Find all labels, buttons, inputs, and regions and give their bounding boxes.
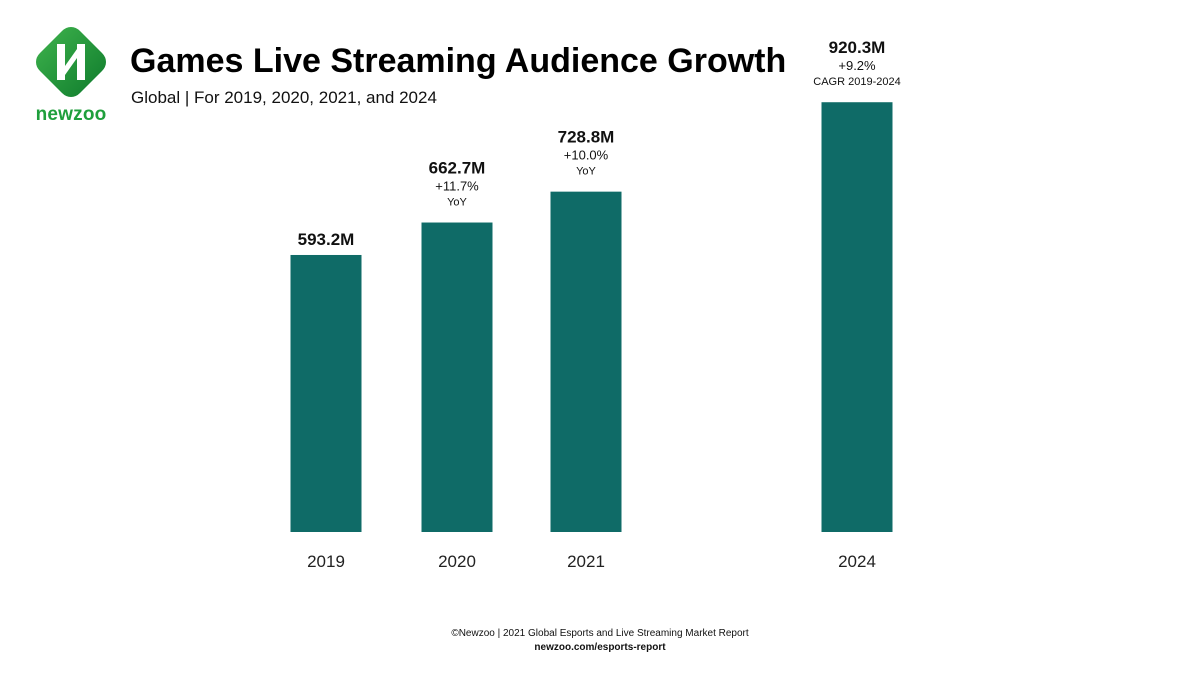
x-tick-label-2021: 2021 <box>567 552 605 571</box>
growth-note-2024: CAGR 2019-2024 <box>813 76 900 88</box>
page-title: Games Live Streaming Audience Growth <box>130 42 787 80</box>
x-tick-label-2024: 2024 <box>838 552 876 571</box>
footer: ©Newzoo | 2021 Global Esports and Live S… <box>0 627 1200 655</box>
bar-2024 <box>821 102 893 532</box>
x-tick-label-2020: 2020 <box>438 552 476 571</box>
value-label-2024: 920.3M <box>829 38 886 57</box>
growth-label-2020: +11.7% <box>435 179 479 194</box>
footer-url[interactable]: newzoo.com/esports-report <box>534 642 666 653</box>
x-tick-label-2019: 2019 <box>307 552 345 571</box>
bar-2019 <box>290 254 362 533</box>
growth-label-2024: +9.2% <box>838 58 876 73</box>
newzoo-logo: newzoo <box>31 25 111 125</box>
newzoo-logo-icon <box>36 27 106 97</box>
value-label-2020: 662.7M <box>429 159 486 178</box>
footer-source: ©Newzoo | 2021 Global Esports and Live S… <box>451 628 749 639</box>
bar-2021 <box>550 191 622 533</box>
growth-label-2021: +10.0% <box>564 148 609 163</box>
value-label-2021: 728.8M <box>558 128 615 147</box>
page-subtitle: Global | For 2019, 2020, 2021, and 2024 <box>131 88 437 107</box>
growth-note-2021: YoY <box>576 166 596 178</box>
bar-2020 <box>421 222 493 532</box>
newzoo-wordmark: newzoo <box>35 104 107 125</box>
value-label-2019: 593.2M <box>298 230 355 249</box>
growth-note-2020: YoY <box>447 197 467 209</box>
